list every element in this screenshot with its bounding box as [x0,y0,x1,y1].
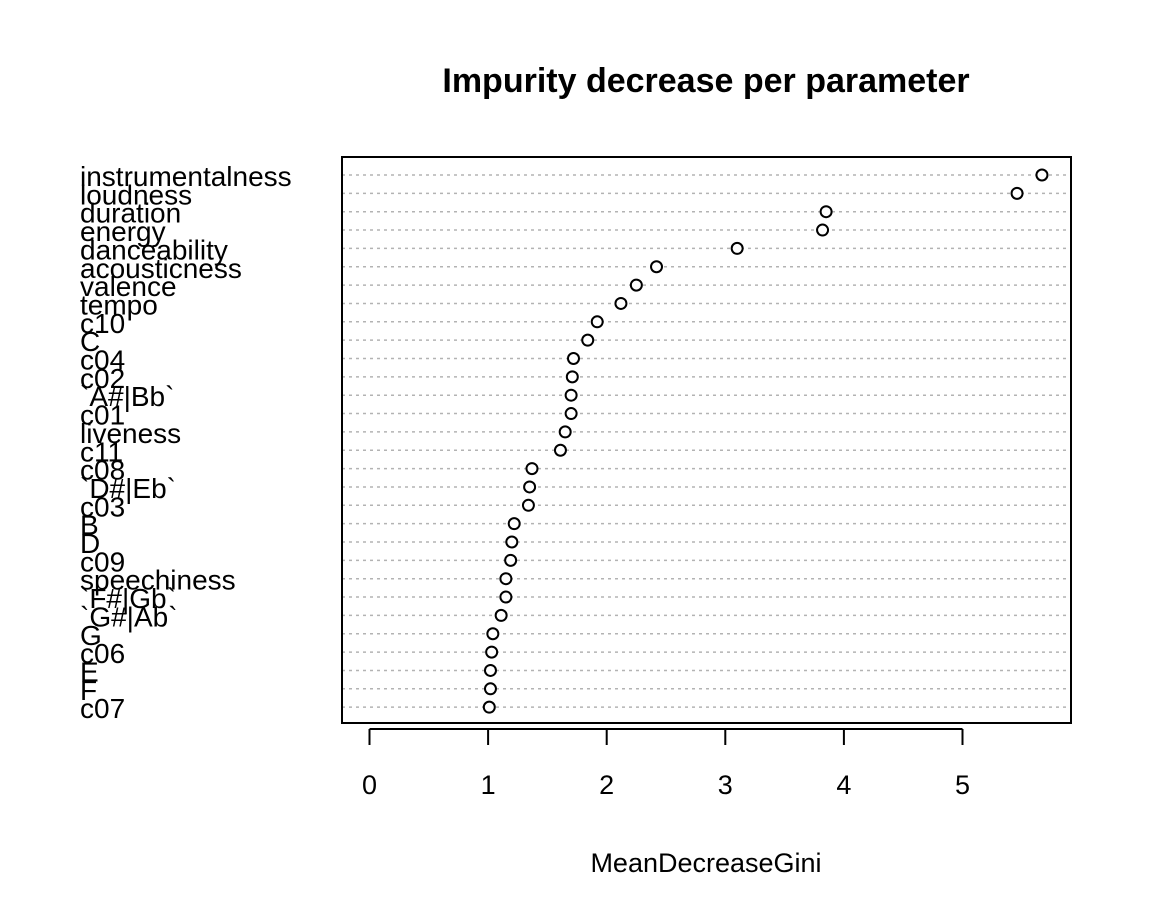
data-point [499,590,513,604]
x-tick-label: 2 [599,770,614,800]
data-point [590,315,604,329]
data-point [507,517,521,531]
data-point [525,462,539,476]
data-point [494,608,508,622]
data-point [482,700,496,714]
category-label: c11 [80,436,123,467]
data-point [650,260,664,274]
category-label: C [80,326,100,357]
data-point [730,241,744,255]
x-tick-label: 1 [481,770,496,800]
category-label: `G#|Ab` [80,601,178,632]
category-label: danceability [80,234,228,265]
data-point [1010,186,1024,200]
data-point [483,682,497,696]
category-label: F [80,675,97,706]
category-label: c02 [80,363,125,394]
grid-layer [342,174,1071,708]
data-point [564,388,578,402]
data-point [523,480,537,494]
category-label: G [80,620,102,651]
category-label: c06 [80,638,125,669]
plot-frame [341,156,1072,724]
data-point [566,352,580,365]
category-label: `A#|Bb` [80,381,174,412]
category-label: speechiness [80,565,236,596]
x-tick-label: 3 [718,770,733,800]
category-label: instrumentalness [80,161,292,192]
data-point [499,572,513,586]
category-label: c09 [80,546,125,577]
data-point [558,425,572,439]
category-labels: instrumentalnessloudnessdurationenergyda… [80,161,292,724]
category-label: loudness [80,179,192,210]
category-label: B [80,510,99,541]
category-label: c07 [80,693,125,724]
data-point [819,205,833,219]
category-label: valence [80,271,177,302]
data-point [565,370,579,384]
category-label: c03 [80,491,125,522]
category-label: liveness [80,418,181,449]
category-label: c04 [80,345,125,376]
category-label: c01 [80,400,125,431]
data-point [553,443,567,457]
data-point [485,645,499,659]
category-label: c10 [80,308,125,339]
data-points [482,168,1049,714]
data-point [504,553,518,567]
category-label: E [80,656,99,687]
x-axis-title: MeanDecreaseGini [590,848,821,878]
data-point [629,278,643,292]
x-tick-label: 4 [836,770,851,800]
category-label: `F#|Gb` [80,583,176,614]
category-label: c08 [80,455,125,486]
x-axis: 0 1 2 3 4 5 [362,728,970,800]
category-label: duration [80,198,181,229]
category-label: D [80,528,100,559]
data-point [521,498,535,512]
chart-title: Impurity decrease per parameter [442,62,969,100]
category-label: acousticness [80,253,242,284]
category-label: energy [80,216,166,247]
data-point [564,407,578,421]
data-point [614,296,628,310]
data-point [1035,168,1049,182]
data-point [816,223,830,237]
category-label: `D#|Eb` [80,473,176,504]
x-tick-label: 0 [362,770,377,800]
data-point [486,627,500,641]
category-label: tempo [80,289,158,320]
data-point [483,663,497,677]
x-tick-label: 5 [955,770,970,800]
data-point [505,535,519,549]
data-point [581,333,595,347]
